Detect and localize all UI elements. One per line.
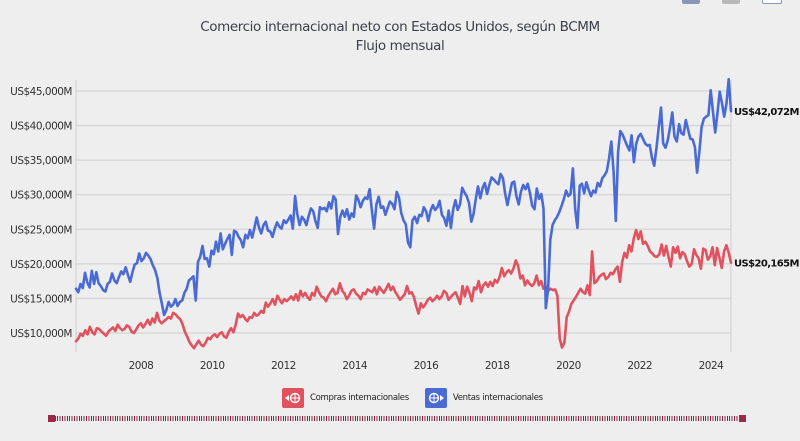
x-tick-label: 2016 bbox=[414, 360, 440, 372]
chart-subtitle: Flujo mensual bbox=[355, 38, 445, 54]
series-end-label: US$20,165M bbox=[734, 259, 799, 270]
minimize-icon[interactable] bbox=[682, 0, 700, 4]
y-tick-label: US$20,000M bbox=[10, 259, 72, 271]
x-tick-label: 2018 bbox=[485, 360, 510, 372]
chart-title-block: Comercio internacional neto con Estados … bbox=[0, 18, 800, 56]
range-handle-left[interactable] bbox=[48, 415, 55, 422]
maximize-icon[interactable] bbox=[722, 0, 740, 4]
y-axis-ticks: US$10,000M US$15,000M US$20,000M US$25,000M… bbox=[10, 86, 73, 340]
x-tick-label: 2014 bbox=[342, 360, 368, 372]
y-tick-label: US$25,000M bbox=[10, 224, 72, 236]
x-tick-label: 2020 bbox=[556, 360, 581, 372]
y-tick-label: US$35,000M bbox=[10, 155, 72, 167]
series-line-compras bbox=[74, 228, 733, 350]
y-tick-label: US$30,000M bbox=[10, 190, 72, 202]
y-tick-label: US$40,000M bbox=[10, 121, 72, 133]
series-line-ventas bbox=[74, 77, 733, 317]
y-tick-label: US$15,000M bbox=[10, 293, 72, 305]
restore-icon[interactable] bbox=[762, 0, 782, 4]
range-handle-right[interactable] bbox=[739, 415, 746, 422]
legend-item-ventas[interactable]: Ventas internacionales bbox=[424, 388, 543, 408]
series-end-label: US$42,072M bbox=[734, 107, 799, 118]
range-slider[interactable] bbox=[48, 415, 746, 422]
x-tick-label: 2022 bbox=[627, 360, 652, 372]
x-tick-label: 2024 bbox=[699, 360, 725, 372]
legend-label: Compras internacionales bbox=[310, 393, 409, 403]
globe-arrow-right-icon bbox=[424, 388, 447, 408]
legend-label: Ventas internacionales bbox=[452, 393, 543, 403]
globe-arrow-left-icon bbox=[282, 388, 304, 408]
chart-title: Comercio internacional neto con Estados … bbox=[200, 19, 600, 35]
series-group bbox=[74, 77, 733, 350]
legend: Compras internacionales Ventas internaci… bbox=[282, 388, 543, 408]
legend-item-compras[interactable]: Compras internacionales bbox=[282, 388, 409, 408]
y-tick-label: US$45,000M bbox=[10, 86, 72, 98]
x-tick-label: 2008 bbox=[129, 360, 154, 372]
x-tick-label: 2012 bbox=[271, 360, 296, 372]
x-tick-label: 2010 bbox=[200, 360, 225, 372]
window-controls bbox=[682, 0, 782, 4]
end-labels: US$20,165M US$42,072M bbox=[734, 107, 800, 270]
x-axis-ticks: 2008 2010 2012 2014 2016 2018 2020 2022 2024 bbox=[129, 360, 725, 372]
y-tick-label: US$10,000M bbox=[10, 328, 72, 340]
